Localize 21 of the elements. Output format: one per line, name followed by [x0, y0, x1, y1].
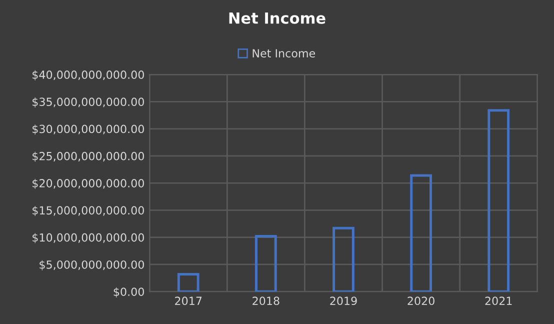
x-tick-label: 2017 — [175, 296, 202, 306]
x-tick-label: 2021 — [485, 296, 512, 306]
y-tick-label: $20,000,000,000.00 — [32, 178, 144, 189]
bar — [332, 226, 354, 292]
bar — [177, 272, 200, 292]
bar — [254, 234, 277, 292]
y-tick-label: $40,000,000,000.00 — [32, 70, 144, 80]
y-tick-label: $35,000,000,000.00 — [32, 97, 144, 108]
x-tick-label: 2020 — [408, 296, 434, 306]
y-tick-label: $25,000,000,000.00 — [32, 152, 144, 162]
legend-label: Net Income — [252, 49, 316, 58]
y-tick-label: $0.00 — [114, 287, 144, 298]
bar — [410, 174, 432, 292]
chart-title: Net Income — [229, 12, 326, 24]
x-tick-label: 2019 — [330, 296, 357, 306]
bar — [488, 109, 510, 292]
y-tick-label: $10,000,000,000.00 — [32, 233, 144, 244]
y-tick-label: $5,000,000,000.00 — [40, 260, 144, 270]
y-tick-label: $15,000,000,000.00 — [32, 206, 144, 216]
x-tick-label: 2018 — [252, 296, 280, 306]
y-tick-label: $30,000,000,000.00 — [32, 124, 144, 135]
